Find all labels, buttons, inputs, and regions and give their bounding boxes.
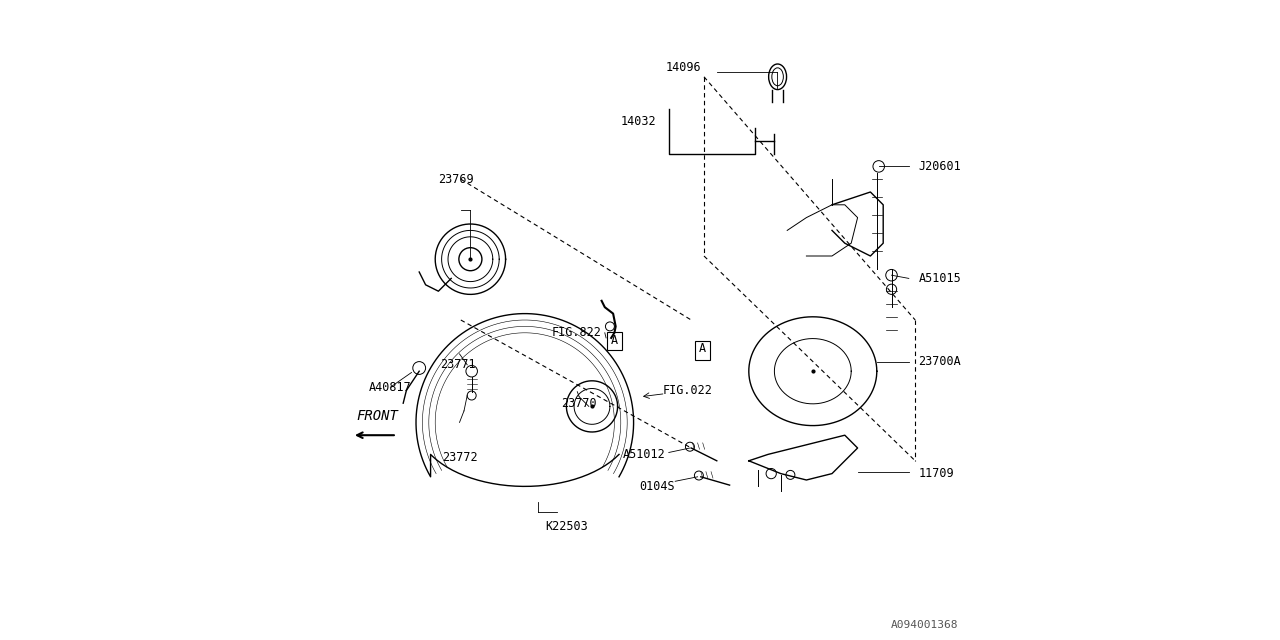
Text: 23771: 23771 bbox=[440, 358, 475, 371]
Text: 14032: 14032 bbox=[621, 115, 657, 128]
FancyBboxPatch shape bbox=[607, 332, 622, 350]
Text: 23770: 23770 bbox=[562, 397, 596, 410]
Text: 11709: 11709 bbox=[919, 467, 954, 480]
Text: A: A bbox=[699, 342, 707, 355]
Text: FIG.822: FIG.822 bbox=[552, 326, 602, 339]
Text: 0104S: 0104S bbox=[640, 480, 676, 493]
Text: K22503: K22503 bbox=[545, 520, 588, 532]
Text: FRONT: FRONT bbox=[357, 409, 398, 423]
Text: A51015: A51015 bbox=[919, 272, 961, 285]
Text: FIG.022: FIG.022 bbox=[663, 384, 712, 397]
Text: A51012: A51012 bbox=[623, 448, 666, 461]
Text: A094001368: A094001368 bbox=[891, 620, 959, 630]
Text: 23769: 23769 bbox=[438, 173, 474, 186]
Text: 14096: 14096 bbox=[666, 61, 701, 74]
Text: A: A bbox=[611, 334, 618, 347]
FancyBboxPatch shape bbox=[695, 341, 710, 360]
Text: J20601: J20601 bbox=[919, 160, 961, 173]
Text: A40817: A40817 bbox=[369, 381, 412, 394]
Text: 23772: 23772 bbox=[442, 451, 477, 464]
Text: 23700A: 23700A bbox=[919, 355, 961, 368]
